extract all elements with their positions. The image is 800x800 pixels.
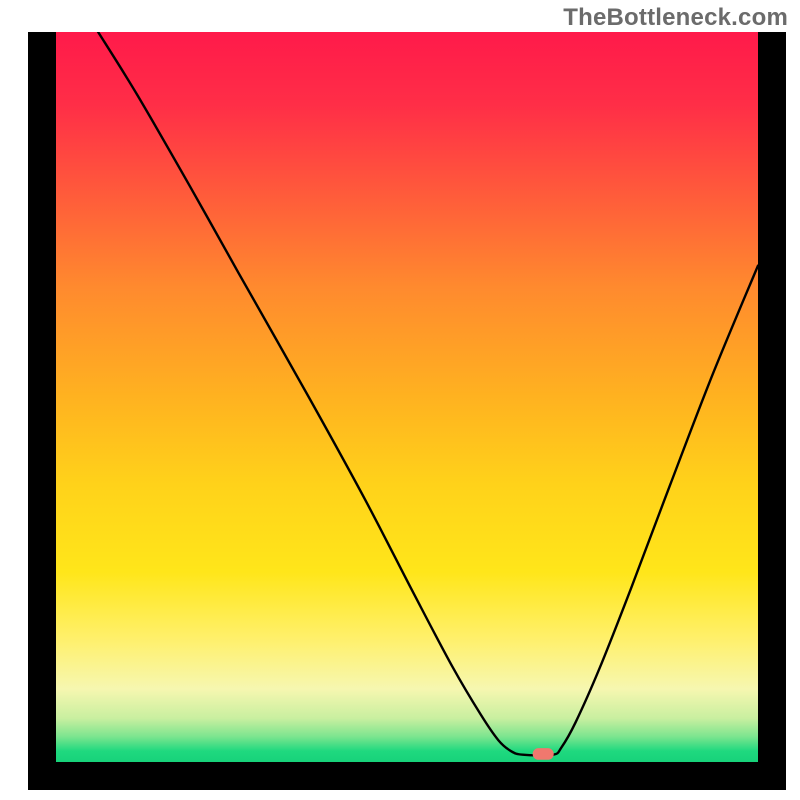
plot-border-left [28, 32, 56, 790]
plot-border-right [758, 32, 786, 790]
attribution-text: TheBottleneck.com [563, 4, 788, 32]
plot-border-bottom [28, 762, 786, 790]
bottleneck-plot [28, 32, 786, 790]
chart-frame: TheBottleneck.com [0, 0, 800, 800]
marker-dot [56, 32, 758, 762]
